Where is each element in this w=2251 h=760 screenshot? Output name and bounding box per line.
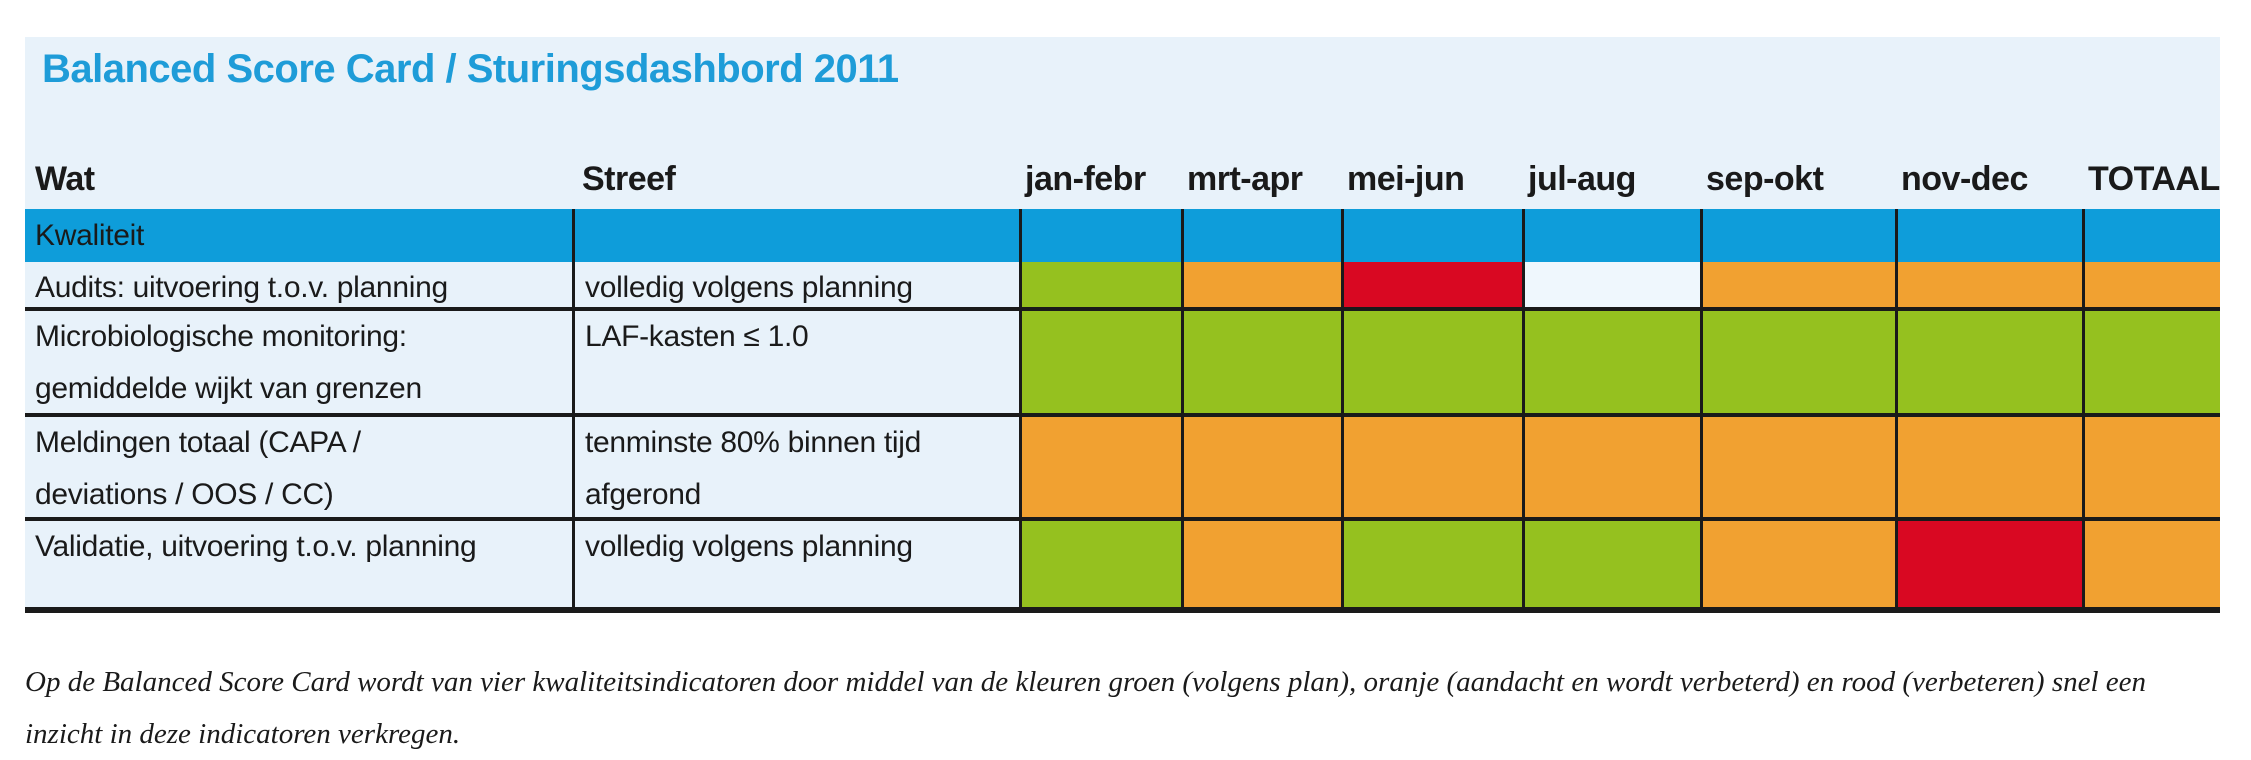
status-cell-orange bbox=[1181, 262, 1341, 311]
legend-note-line-2: inzicht in deze indicatoren verkregen. bbox=[25, 718, 461, 750]
section-row-cell bbox=[2082, 209, 2220, 262]
section-row-cell bbox=[1700, 209, 1895, 262]
status-cell-orange bbox=[1181, 417, 1341, 521]
col-header-streef: Streef bbox=[582, 160, 676, 198]
status-cell-green bbox=[1019, 311, 1181, 417]
status-cell-green bbox=[1522, 521, 1700, 607]
section-row-cell bbox=[1019, 209, 1181, 262]
scorecard-table: Wat Streef jan-febr mrt-apr mei-jun jul-… bbox=[25, 150, 2220, 613]
col-header-mrt-apr: mrt-apr bbox=[1187, 160, 1303, 198]
status-cell-orange bbox=[2082, 262, 2220, 311]
status-cell-green bbox=[1019, 262, 1181, 311]
status-cell-green bbox=[1895, 311, 2082, 417]
indicator-label: Microbiologische monitoring: gemiddelde … bbox=[25, 311, 572, 417]
indicator-label: Validatie, uitvoering t.o.v. planning bbox=[35, 530, 477, 563]
target-label: volledig volgens planning bbox=[572, 262, 1019, 311]
col-header-nov-dec: nov-dec bbox=[1901, 160, 2028, 198]
target-label: volledig volgens planning bbox=[572, 521, 1019, 607]
legend-note: Op de Balanced Score Card wordt van vier… bbox=[25, 656, 2235, 760]
indicator-label: Meldingen totaal (CAPA / deviations / OO… bbox=[25, 417, 572, 521]
section-row-cell bbox=[1895, 209, 2082, 262]
target-label: tenminste 80% binnen tijd afgerond bbox=[572, 417, 1019, 521]
col-header-jul-aug: jul-aug bbox=[1528, 160, 1636, 198]
status-cell-orange bbox=[1700, 521, 1895, 607]
col-header-mei-jun: mei-jun bbox=[1347, 160, 1465, 198]
status-cell-orange bbox=[2082, 417, 2220, 521]
indicator-label: Audits: uitvoering t.o.v. planning bbox=[25, 262, 572, 311]
status-cell-red bbox=[1895, 521, 2082, 607]
status-cell-green bbox=[2082, 311, 2220, 417]
scorecard-panel: Balanced Score Card / Sturingsdashbord 2… bbox=[25, 37, 2220, 613]
status-cell-orange bbox=[1019, 417, 1181, 521]
target-label: LAF-kasten ≤ 1.0 bbox=[572, 311, 1019, 417]
status-cell-orange bbox=[1895, 262, 2082, 311]
status-cell-red bbox=[1341, 262, 1522, 311]
status-cell-green bbox=[1341, 311, 1522, 417]
col-header-wat: Wat bbox=[35, 160, 95, 198]
col-header-sep-okt: sep-okt bbox=[1706, 160, 1824, 198]
scorecard-title: Balanced Score Card / Sturingsdashbord 2… bbox=[42, 47, 899, 91]
status-cell-orange bbox=[1181, 521, 1341, 607]
status-cell-orange bbox=[1895, 417, 2082, 521]
status-cell-orange bbox=[2082, 521, 2220, 607]
status-cell-green bbox=[1522, 311, 1700, 417]
col-header-jan-febr: jan-febr bbox=[1025, 160, 1146, 198]
status-cell-none bbox=[1522, 262, 1700, 311]
legend-note-line-1: Op de Balanced Score Card wordt van vier… bbox=[25, 666, 2147, 698]
section-header-kwaliteit: Kwaliteit bbox=[25, 209, 572, 262]
status-cell-green bbox=[1019, 521, 1181, 607]
status-cell-green bbox=[1181, 311, 1341, 417]
status-cell-green bbox=[1700, 311, 1895, 417]
status-cell-green bbox=[1341, 521, 1522, 607]
status-cell-orange bbox=[1522, 417, 1700, 521]
section-row-cell bbox=[1341, 209, 1522, 262]
section-row-cell bbox=[1522, 209, 1700, 262]
status-cell-orange bbox=[1700, 262, 1895, 311]
section-row-cell bbox=[572, 209, 1019, 262]
col-header-totaal: TOTAAL bbox=[2088, 160, 2220, 198]
status-cell-orange bbox=[1341, 417, 1522, 521]
status-cell-orange bbox=[1700, 417, 1895, 521]
section-row-cell bbox=[1181, 209, 1341, 262]
